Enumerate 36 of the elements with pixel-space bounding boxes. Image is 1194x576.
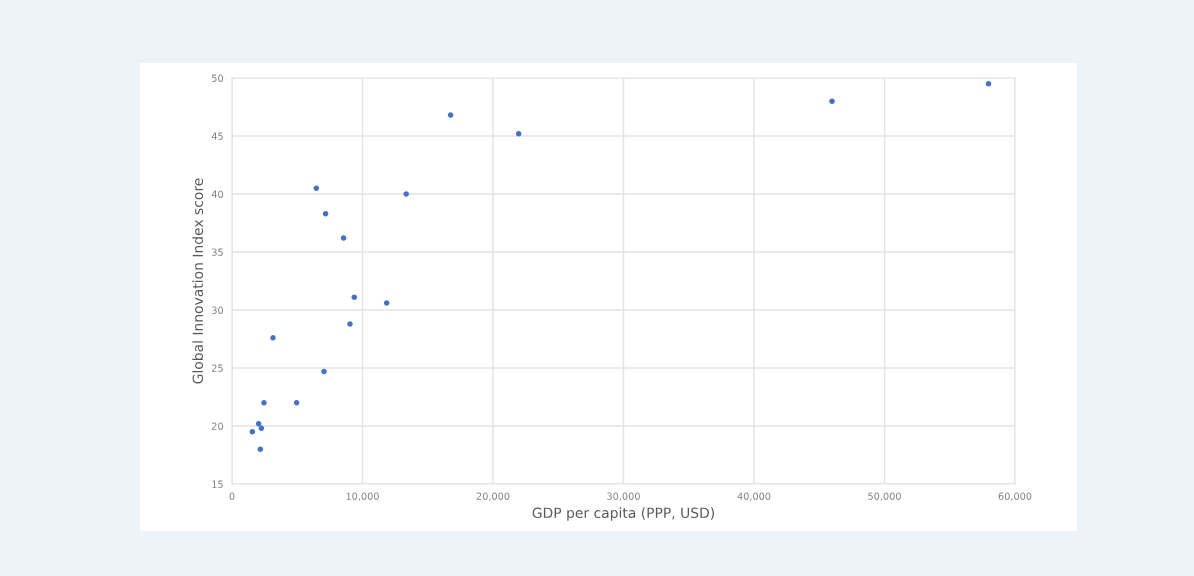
- y-tick-label: 20: [212, 422, 224, 430]
- point: [829, 98, 835, 104]
- x-tick-label: 10,000: [346, 492, 379, 501]
- point: [322, 210, 329, 217]
- point: [351, 294, 358, 301]
- point: [249, 429, 256, 435]
- point: [261, 400, 267, 406]
- point: [258, 425, 265, 432]
- y-tick-label: 40: [211, 190, 224, 198]
- y-axis-title: Global Innovation Index score: [192, 178, 204, 384]
- x-tick-label: 20,000: [476, 492, 510, 501]
- y-tick-label: 50: [212, 74, 224, 82]
- y-tick-label: 15: [212, 480, 223, 488]
- x-tick-label: 0: [229, 492, 235, 500]
- point: [383, 300, 390, 306]
- point: [515, 130, 522, 137]
- x-tick-label: 60,000: [998, 492, 1032, 501]
- point: [293, 400, 300, 406]
- x-tick-label: 50,000: [868, 492, 901, 501]
- point: [347, 321, 353, 327]
- y-tick-label: 30: [212, 306, 224, 314]
- x-tick-label: 40,000: [737, 492, 771, 501]
- y-tick-label: 35: [212, 248, 223, 256]
- point: [270, 335, 276, 341]
- point: [985, 81, 992, 87]
- point: [447, 112, 454, 118]
- x-axis-title: GDP per capita (PPP, USD): [532, 507, 715, 521]
- point: [321, 368, 327, 375]
- x-tick-label: 30,000: [607, 492, 640, 501]
- y-tick-label: 45: [211, 132, 223, 140]
- point: [340, 235, 347, 241]
- point: [255, 420, 262, 427]
- point: [403, 191, 409, 197]
- point: [313, 185, 320, 191]
- y-tick-label: 25: [212, 364, 223, 372]
- point: [257, 446, 264, 452]
